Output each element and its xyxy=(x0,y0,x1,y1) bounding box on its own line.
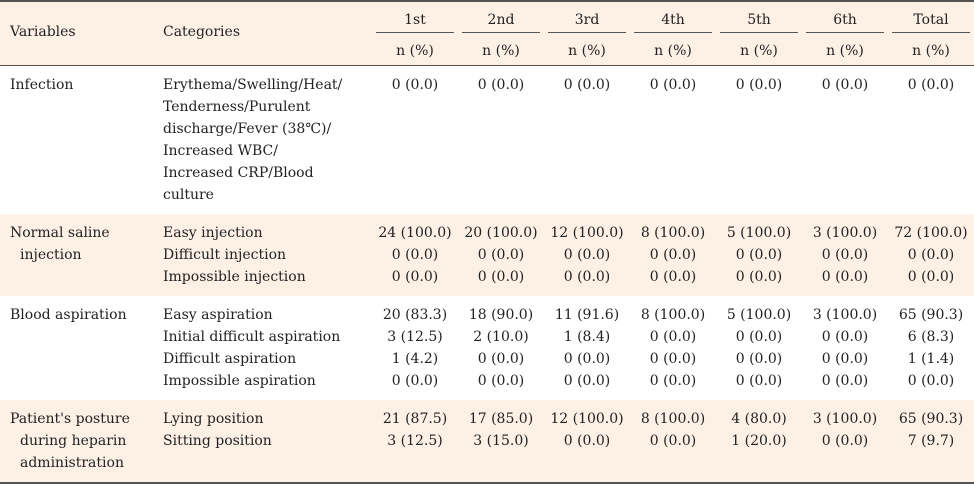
header-col-total: Total xyxy=(888,0,974,36)
value-cell: 0 (0.0) xyxy=(458,65,544,214)
category-infection-criteria: Erythema/Swelling/Heat/ Tenderness/Purul… xyxy=(153,65,372,214)
subheader-n-pct: n (%) xyxy=(740,42,778,59)
value-column: 12 (100.0) 0 (0.0) xyxy=(544,400,630,484)
value-column: 8 (100.0) 0 (0.0) xyxy=(630,400,716,484)
value-column: 5 (100.0) 0 (0.0) 0 (0.0) xyxy=(716,214,802,296)
value-column: 11 (91.6) 1 (8.4) 0 (0.0) 0 (0.0) xyxy=(554,307,620,389)
subheader-n-pct: n (%) xyxy=(396,42,434,59)
value-column: 20 (100.0) 0 (0.0) 0 (0.0) xyxy=(458,214,544,296)
variable-infection: Infection xyxy=(0,65,153,214)
table-row-blood-aspiration: Blood aspiration Easy aspiration Initial… xyxy=(0,296,974,400)
value-column-total: 65 (90.3) 6 (8.3) 1 (1.4) 0 (0.0) xyxy=(898,307,964,389)
subheader-n-pct: n (%) xyxy=(912,42,950,59)
header-col-3rd: 3rd xyxy=(544,0,630,36)
table-row-patient-posture: Patient's posture during heparin adminis… xyxy=(0,400,974,484)
header-col-5th: 5th xyxy=(716,0,802,36)
value-column: 18 (90.0) 2 (10.0) 0 (0.0) 0 (0.0) xyxy=(468,307,534,389)
value-cell: 0 (0.0) xyxy=(716,65,802,214)
value-column: 20 (83.3) 3 (12.5) 1 (4.2) 0 (0.0) xyxy=(382,307,448,389)
variable-patient-posture: Patient's posture during heparin adminis… xyxy=(0,400,153,484)
category-list: Lying position Sitting position xyxy=(153,400,372,484)
value-column: 21 (87.5) 3 (12.5) xyxy=(372,400,458,484)
value-column-total: 65 (90.3) 7 (9.7) xyxy=(888,400,974,484)
value-column: 4 (80.0) 1 (20.0) xyxy=(716,400,802,484)
value-cell: 0 (0.0) xyxy=(802,65,888,214)
category-list: Easy injection Difficult injection Impos… xyxy=(153,214,372,296)
header-row: Variables Categories 1st 2nd 3rd 4th 5th… xyxy=(0,0,974,66)
subheader-n-pct: n (%) xyxy=(654,42,692,59)
header-col-2nd: 2nd xyxy=(458,0,544,36)
subheader-n-pct: n (%) xyxy=(568,42,606,59)
value-cell: 0 (0.0) xyxy=(372,65,458,214)
value-cell: 0 (0.0) xyxy=(630,65,716,214)
value-column: 3 (100.0) 0 (0.0) xyxy=(802,400,888,484)
value-column: 3 (100.0) 0 (0.0) 0 (0.0) xyxy=(802,214,888,296)
header-col-1st: 1st xyxy=(372,0,458,36)
table-row-infection: Infection Erythema/Swelling/Heat/ Tender… xyxy=(0,65,974,214)
value-column: 5 (100.0) 0 (0.0) 0 (0.0) 0 (0.0) xyxy=(726,307,792,389)
subheader-n-pct: n (%) xyxy=(482,42,520,59)
value-column: 12 (100.0) 0 (0.0) 0 (0.0) xyxy=(544,214,630,296)
value-column: 24 (100.0) 0 (0.0) 0 (0.0) xyxy=(372,214,458,296)
header-categories: Categories xyxy=(153,0,372,66)
value-column: 8 (100.0) 0 (0.0) 0 (0.0) 0 (0.0) xyxy=(640,307,706,389)
value-column: 17 (85.0) 3 (15.0) xyxy=(458,400,544,484)
value-cell-total: 0 (0.0) xyxy=(888,65,974,214)
value-column: 3 (100.0) 0 (0.0) 0 (0.0) 0 (0.0) xyxy=(812,307,878,389)
category-list: Easy aspiration Initial difficult aspira… xyxy=(163,307,341,389)
value-column-total: 72 (100.0) 0 (0.0) 0 (0.0) xyxy=(888,214,974,296)
variable-blood-aspiration: Blood aspiration xyxy=(10,307,127,323)
value-cell: 0 (0.0) xyxy=(544,65,630,214)
header-variables: Variables xyxy=(0,0,153,66)
header-col-4th: 4th xyxy=(630,0,716,36)
value-column: 8 (100.0) 0 (0.0) 0 (0.0) xyxy=(630,214,716,296)
subheader-n-pct: n (%) xyxy=(826,42,864,59)
header-col-6th: 6th xyxy=(802,0,888,36)
table-row-normal-saline: Normal saline injection Easy injection D… xyxy=(0,214,974,296)
variable-normal-saline-injection: Normal saline injection xyxy=(0,214,153,296)
